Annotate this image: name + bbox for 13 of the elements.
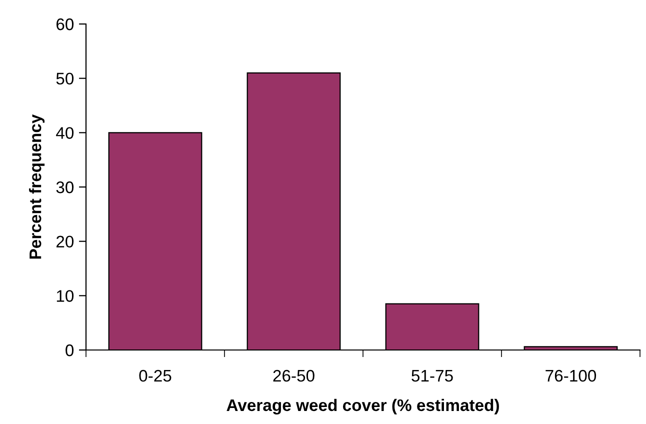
y-tick-label: 60: [56, 18, 74, 30]
y-tick-label: 30: [56, 181, 74, 194]
y-tick-label: 40: [56, 127, 74, 139]
y-tick-label: 50: [56, 72, 74, 85]
x-tick-label: 76-100: [546, 370, 596, 382]
y-tick-label: 0: [66, 344, 74, 356]
x-tick-label: 26-50: [273, 370, 314, 382]
y-tick-label: 10: [56, 290, 74, 302]
y-tick-label: 20: [56, 236, 74, 248]
x-axis-title: Average weed cover (% estimated): [226, 398, 499, 414]
y-axis-title: Percent frequency: [29, 114, 45, 259]
x-tick-label: 0-25: [139, 370, 172, 382]
x-tick-label: 51-75: [412, 370, 453, 382]
